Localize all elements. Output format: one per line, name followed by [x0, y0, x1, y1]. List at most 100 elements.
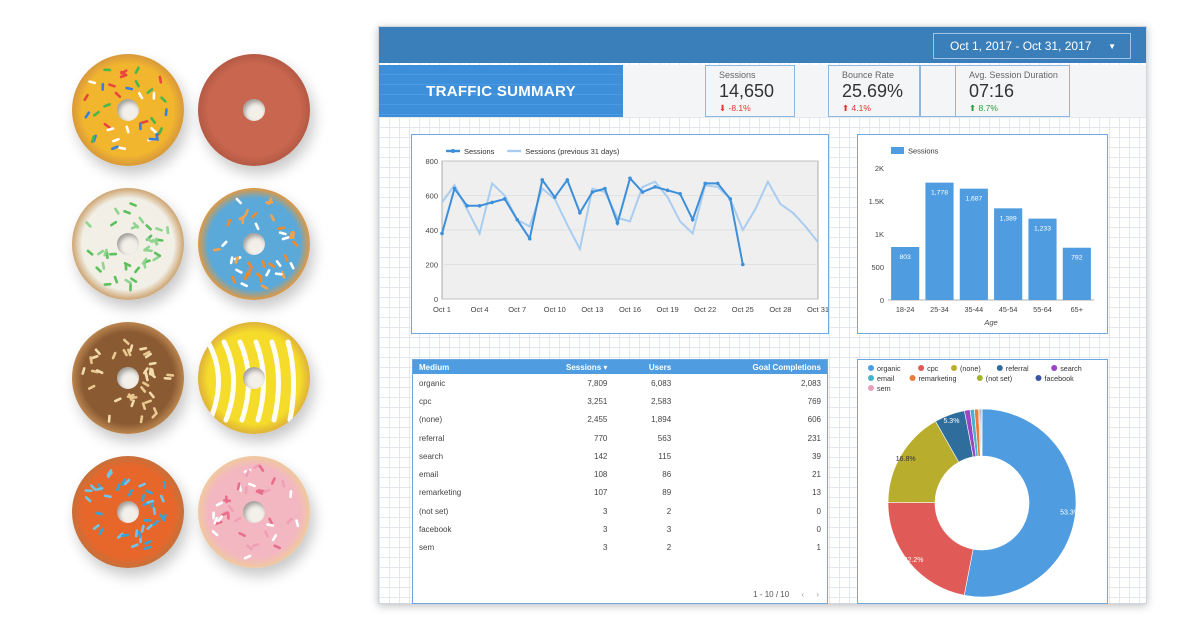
data-point [653, 185, 657, 189]
pink-glazed-donut [198, 54, 310, 166]
legend-label: Sessions [908, 147, 939, 156]
cell-medium: cpc [419, 396, 432, 406]
data-point [565, 178, 570, 182]
white-green-sprinkle-donut [72, 188, 184, 300]
cell-medium: facebook [419, 525, 452, 535]
cell-users: 2 [666, 543, 672, 553]
date-range-label: Oct 1, 2017 - Oct 31, 2017 [950, 39, 1092, 53]
data-point [728, 197, 733, 201]
cell-users: 89 [662, 488, 672, 498]
kpi-bounce-rate: Bounce Rate 25.69% ⬆ 4.1% [828, 65, 920, 117]
blue-orange-sprinkle-donut [198, 188, 310, 300]
cell-sessions: 3 [602, 506, 608, 516]
slice-label: 22.2% [904, 557, 924, 564]
legend-label: Sessions [464, 147, 495, 156]
x-tick-label: Oct 25 [732, 305, 754, 314]
kpi-change-value: 4.1% [851, 103, 871, 113]
bar [994, 208, 1023, 300]
data-point [527, 236, 532, 241]
yellow-white-drizzle-donut [198, 322, 310, 434]
legend-label: search [1060, 364, 1082, 373]
age-bar-chart: 0 500 1K 1.5K 2K 803 18-24 1,778 25-34 1,687 35-44… [869, 147, 1094, 327]
table-row: sem 3 2 1 [413, 539, 827, 557]
y-tick-label: 0 [434, 295, 438, 304]
column-header-users[interactable]: Users [648, 362, 672, 372]
legend-label: facebook [1045, 374, 1075, 383]
next-page-button[interactable]: › [816, 590, 819, 599]
data-point [715, 181, 720, 186]
cell-medium: email [419, 470, 439, 480]
legend-swatch [918, 365, 925, 371]
data-point [440, 231, 444, 236]
table-row: search 142 115 39 [413, 447, 827, 465]
bar-value-label: 1,389 [1000, 215, 1017, 222]
cell-users: 3 [666, 525, 672, 535]
legend-swatch [868, 365, 874, 371]
arrow-up-icon: ⬆ [969, 103, 977, 113]
x-tick-label: Oct 19 [657, 305, 679, 314]
column-header-goal-completions[interactable]: Goal Completions [752, 362, 821, 372]
kpi-change: ⬆ 8.7% [969, 103, 1069, 114]
column-header-medium[interactable]: Medium [419, 362, 450, 372]
medium-pie-chart-panel: organic cpc (none) referral search email remar… [857, 359, 1108, 604]
data-point [578, 210, 582, 215]
y-tick-label: 500 [871, 263, 884, 272]
cell-sessions: 142 [594, 451, 608, 461]
y-tick-label: 400 [425, 226, 438, 235]
medium-pie-chart: organic cpc (none) referral search email remar… [868, 364, 1082, 598]
legend-marker [451, 149, 455, 153]
x-tick-label: Oct 16 [619, 305, 641, 314]
cell-medium: (none) [419, 415, 443, 425]
data-point [502, 197, 507, 201]
data-point [553, 195, 557, 200]
legend-label: Sessions (previous 31 days) [525, 147, 620, 156]
table-row: remarketing 107 89 13 [413, 484, 827, 502]
cell-goal-completions: 2,083 [800, 378, 821, 388]
y-tick-label: 1.5K [869, 197, 884, 206]
legend-label: referral [1006, 364, 1029, 373]
column-header-sessions[interactable]: Sessions ▾ [566, 362, 608, 372]
kpi-value: 14,650 [719, 81, 775, 101]
data-point [603, 186, 607, 191]
cell-users: 1,894 [651, 415, 672, 425]
legend-swatch [868, 385, 874, 391]
chocolate-nut-donut [72, 322, 184, 434]
slice-label: 5.3% [943, 418, 959, 425]
y-tick-label: 0 [880, 296, 884, 305]
x-tick-label: 35-44 [964, 305, 983, 314]
data-point [515, 217, 519, 222]
legend-swatch [891, 147, 904, 154]
page-title: TRAFFIC SUMMARY [379, 65, 623, 117]
cell-users: 86 [662, 470, 672, 480]
table-row: facebook 3 3 0 [413, 520, 827, 538]
kpi-value: 25.69% [842, 81, 904, 101]
cell-users: 563 [657, 433, 672, 443]
prev-page-button[interactable]: ‹ [801, 590, 805, 599]
bar-value-label: 792 [1071, 255, 1083, 262]
cell-goal-completions: 606 [807, 415, 821, 425]
cell-medium: (not set) [419, 506, 449, 516]
date-range-selector[interactable]: Oct 1, 2017 - Oct 31, 2017 ▼ [933, 33, 1131, 59]
series-line-sessions-previous [441, 179, 819, 252]
pie-slice-sem [980, 408, 983, 457]
y-tick-label: 2K [875, 164, 884, 173]
legend-swatch [996, 365, 1003, 371]
pie-slice-cpc [887, 502, 974, 596]
data-point [628, 176, 632, 181]
data-point [703, 181, 707, 186]
kpi-change-value: -8.1% [728, 103, 751, 113]
cell-goal-completions: 39 [812, 451, 821, 461]
x-tick-label: Oct 10 [544, 305, 566, 314]
table-row: cpc 3,251 2,583 769 [413, 392, 827, 410]
cell-goal-completions: 0 [816, 506, 821, 516]
legend-swatch [1035, 375, 1042, 381]
pink-curl-donut [198, 456, 310, 568]
kpi-label: Sessions [719, 70, 756, 80]
medium-table: Medium Sessions ▾ Users Goal Completions… [413, 360, 827, 557]
kpi-change: ⬇ -8.1% [719, 103, 794, 114]
kpi-value: 07:16 [969, 81, 1015, 101]
dashboard: Oct 1, 2017 - Oct 31, 2017 ▼ TRAFFIC SUM… [378, 26, 1147, 604]
pagination: 1 - 10 / 10 ‹ › [753, 590, 819, 599]
cell-sessions: 108 [594, 470, 608, 480]
x-axis-label: Age [983, 318, 997, 327]
